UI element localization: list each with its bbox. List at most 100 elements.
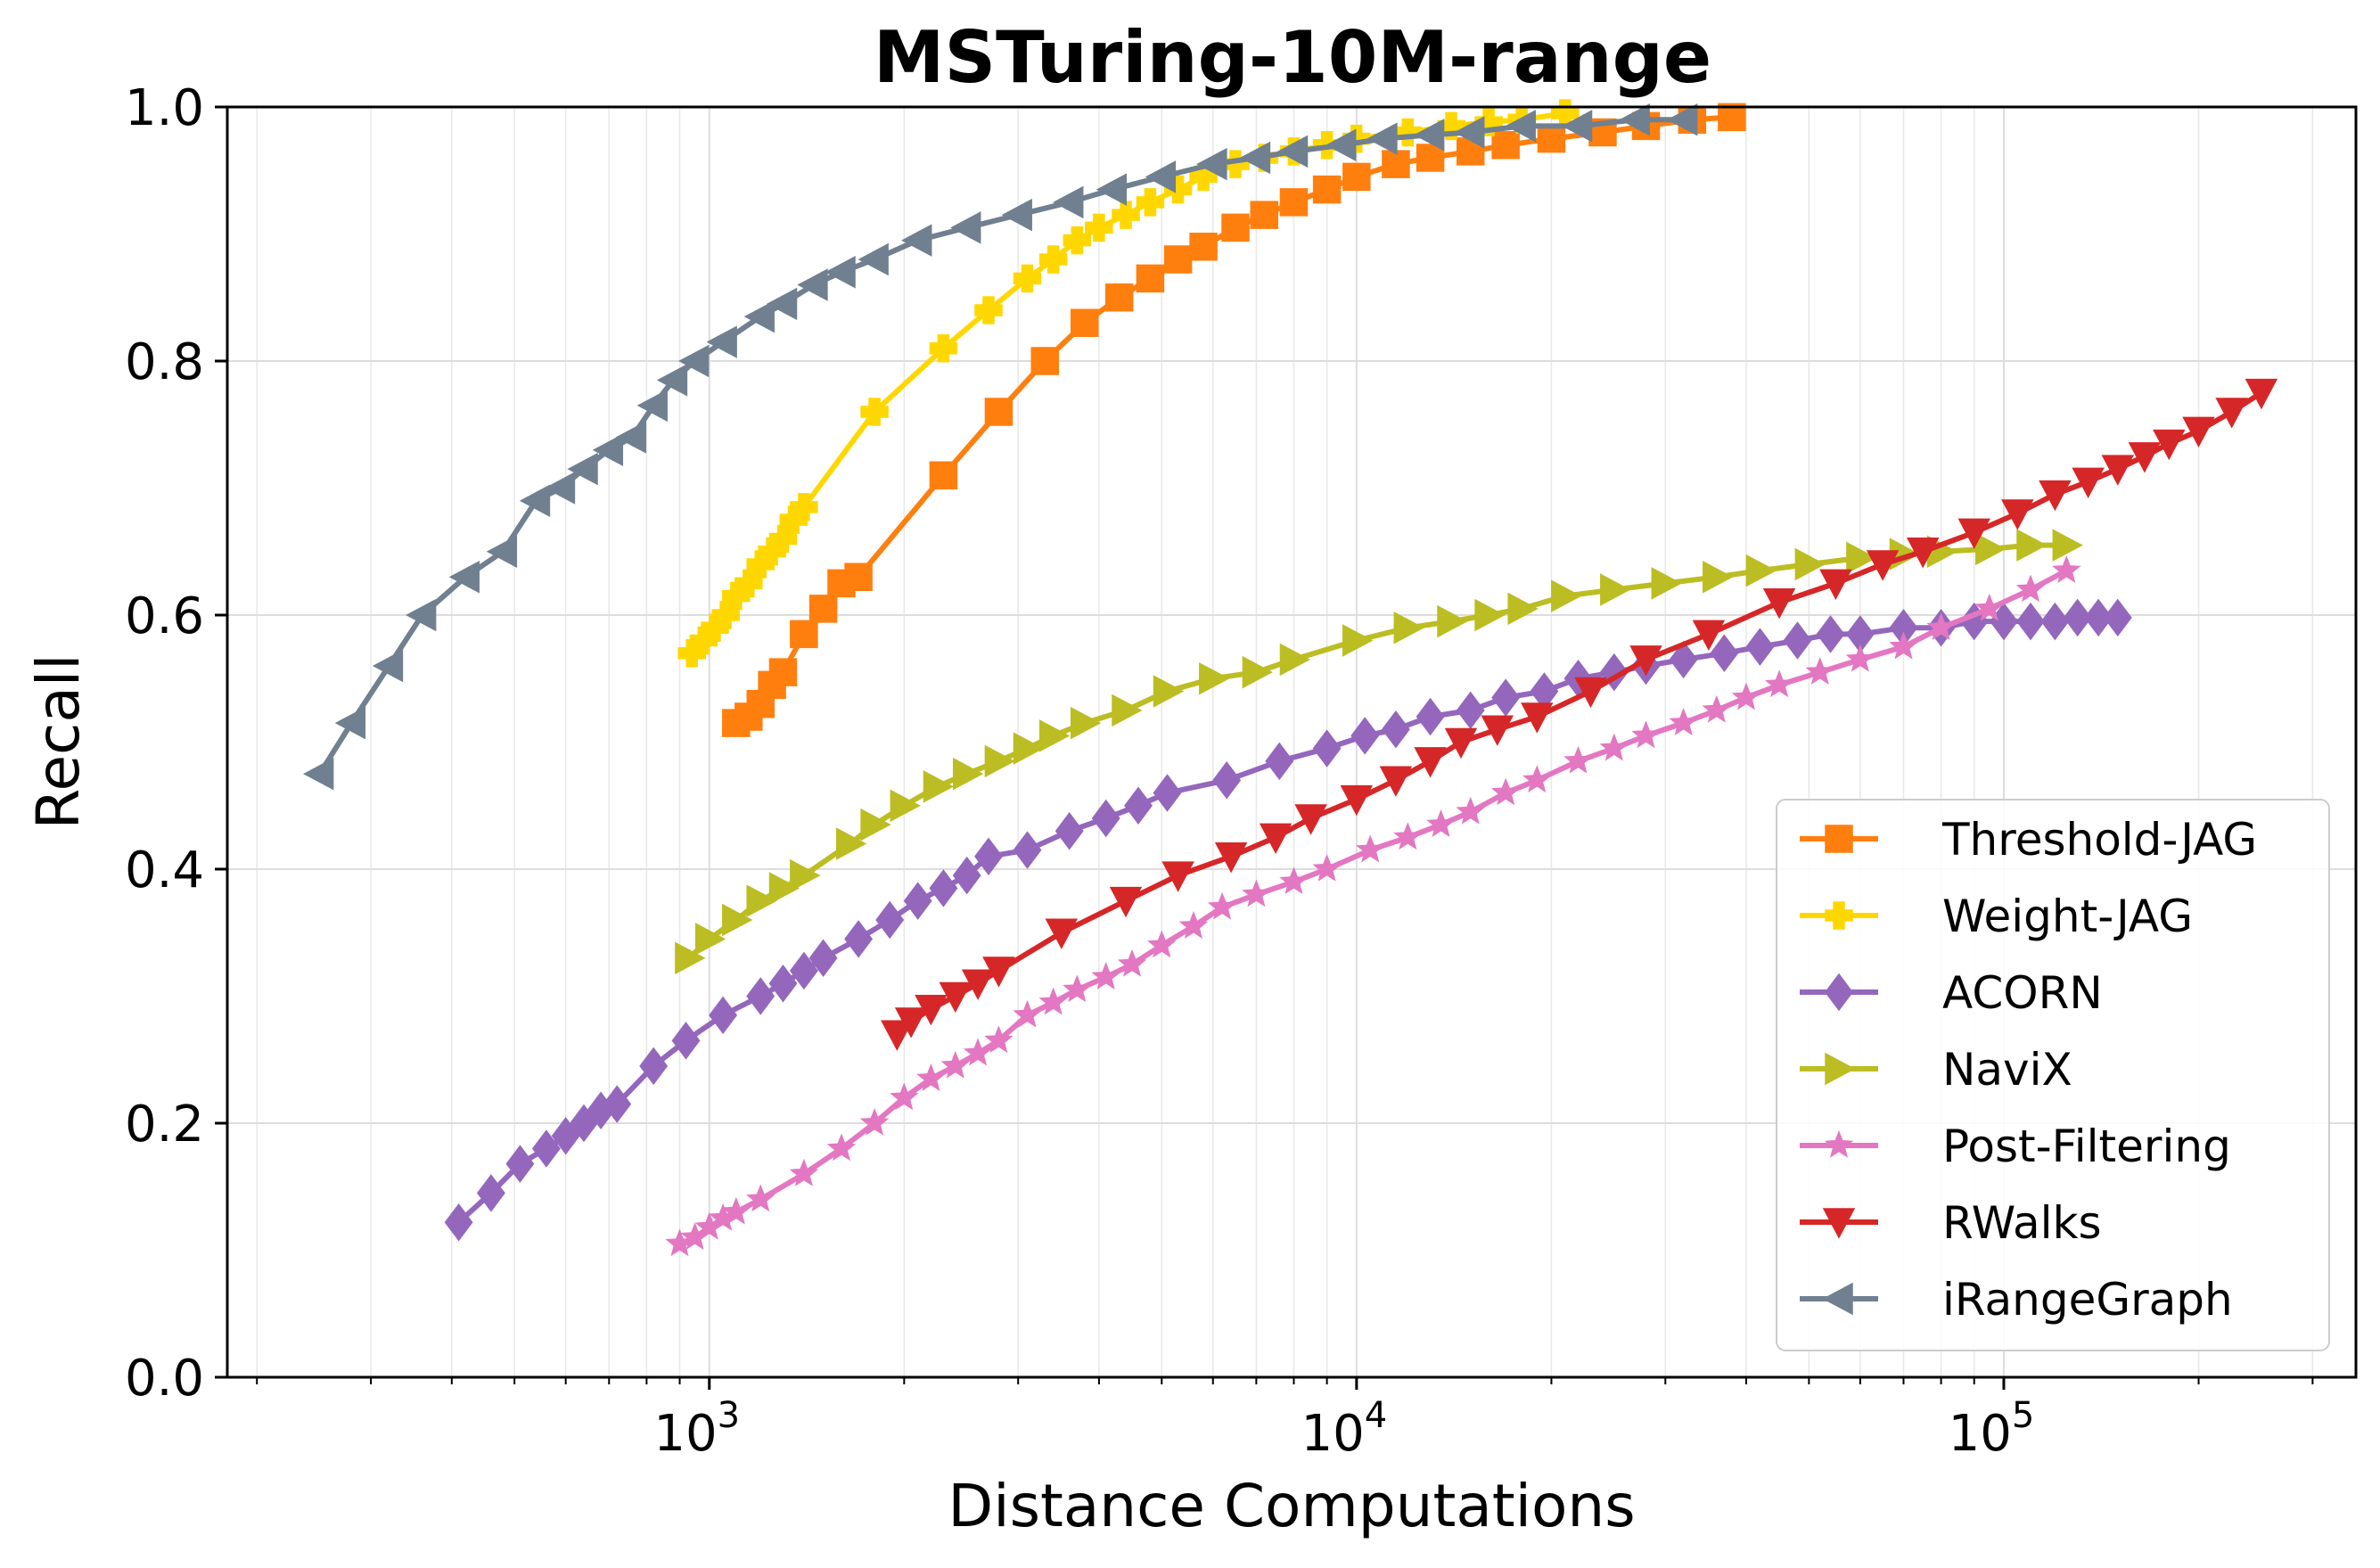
data-point	[1454, 116, 1485, 149]
data-point	[677, 639, 706, 668]
legend-marker	[1822, 1282, 1853, 1316]
data-point	[1153, 675, 1185, 708]
data-point	[1414, 747, 1447, 778]
data-point	[1866, 550, 1900, 581]
data-point	[1889, 631, 1918, 660]
data-point	[722, 903, 753, 937]
data-point	[2039, 480, 2072, 512]
data-point	[2052, 555, 2081, 583]
plot-series	[303, 99, 2278, 1257]
data-point	[592, 433, 624, 467]
data-point	[1710, 634, 1739, 673]
data-point	[519, 484, 551, 518]
data-point	[1505, 110, 1536, 143]
data-point	[1692, 620, 1726, 651]
data-point	[406, 598, 437, 632]
data-point	[860, 808, 891, 841]
data-point	[984, 398, 1014, 426]
legend-marker	[1825, 825, 1853, 853]
data-point	[939, 981, 973, 1014]
data-point	[1783, 621, 1812, 660]
data-point	[1239, 141, 1271, 175]
data-point	[929, 461, 958, 489]
data-point	[1631, 720, 1661, 749]
data-point	[1975, 532, 2007, 566]
data-point	[1147, 930, 1177, 958]
data-point	[1474, 598, 1506, 632]
data-point	[916, 1063, 946, 1091]
data-point	[1279, 643, 1311, 677]
data-point	[929, 869, 958, 907]
data-point	[372, 649, 404, 683]
data-point	[890, 789, 921, 823]
data-point	[768, 965, 798, 1003]
data-point	[1276, 135, 1309, 168]
data-point	[1551, 579, 1582, 612]
series-navix	[675, 529, 2083, 975]
data-point	[505, 1145, 535, 1183]
data-point	[1112, 694, 1143, 727]
data-point	[963, 1038, 993, 1066]
data-point	[1189, 233, 1218, 261]
data-point	[940, 1050, 971, 1079]
data-point	[1426, 809, 1456, 837]
data-point	[1312, 729, 1342, 768]
y-tick-label: 0.2	[125, 1096, 204, 1153]
data-point	[1414, 119, 1445, 152]
data-point	[1845, 644, 1875, 672]
data-point	[1342, 624, 1374, 657]
data-point	[746, 1184, 776, 1212]
data-point	[1013, 264, 1042, 293]
data-point	[1731, 682, 1761, 710]
data-point	[1619, 103, 1650, 136]
data-point	[844, 562, 873, 591]
data-point	[844, 920, 874, 958]
data-point	[1196, 147, 1227, 181]
data-point	[1070, 706, 1102, 740]
data-point	[1085, 213, 1113, 242]
data-point	[1030, 347, 1059, 375]
data-point	[303, 757, 334, 791]
data-point	[1444, 727, 1478, 759]
legend-marker	[1822, 1208, 1856, 1239]
data-point	[1045, 918, 1079, 949]
axis-ticks: 103 104 105 0.0 0.2 0.4 0.6 0.8 1.0	[125, 79, 2314, 1463]
data-point	[1312, 853, 1342, 882]
data-point	[334, 706, 366, 740]
data-point	[1250, 201, 1279, 229]
data-point	[903, 882, 932, 920]
data-point	[1259, 823, 1293, 854]
data-point	[1212, 761, 1242, 800]
data-point	[826, 1133, 857, 1162]
data-point	[1393, 612, 1424, 644]
series-rwalks	[881, 378, 2278, 1051]
x-tick-label: 105	[1949, 1395, 2035, 1463]
data-point	[2016, 529, 2048, 562]
data-point	[1161, 861, 1194, 892]
series-irangegraph	[303, 103, 1698, 791]
data-point	[825, 256, 856, 289]
data-point	[1669, 708, 1698, 735]
data-point	[1764, 669, 1794, 698]
data-point	[1038, 719, 1071, 752]
data-point	[2016, 602, 2045, 641]
data-point	[1350, 717, 1380, 755]
data-point	[1816, 615, 1845, 653]
data-point	[1242, 655, 1273, 689]
data-point	[656, 364, 688, 397]
data-point	[706, 325, 737, 358]
data-point	[1561, 110, 1593, 143]
data-point	[952, 856, 981, 895]
data-point	[1109, 886, 1143, 918]
data-point	[789, 951, 818, 990]
data-point	[1214, 842, 1248, 874]
data-point	[2128, 442, 2162, 473]
data-point	[1366, 122, 1398, 155]
data-point	[1117, 948, 1147, 977]
data-point	[1456, 796, 1485, 825]
data-point	[881, 1020, 914, 1051]
data-point	[1669, 640, 1698, 679]
data-point	[671, 1022, 701, 1060]
data-point	[746, 550, 775, 579]
data-point	[1574, 677, 1607, 709]
